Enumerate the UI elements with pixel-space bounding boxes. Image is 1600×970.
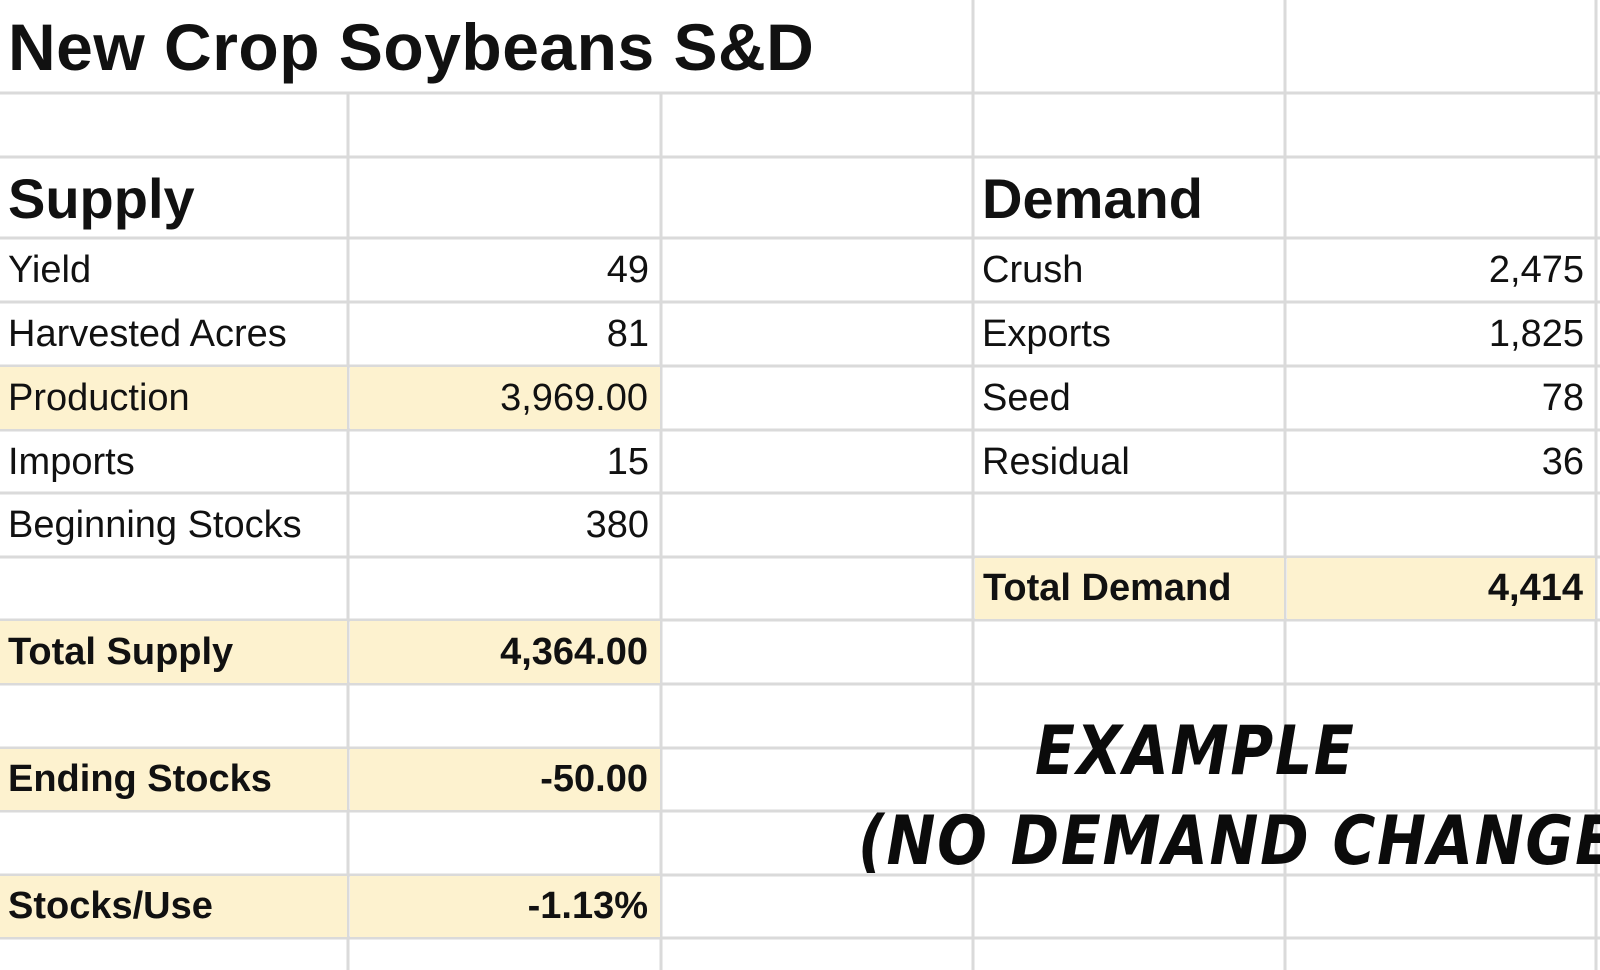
- supply-label-beginning-stocks: Beginning Stocks: [8, 504, 302, 546]
- supply-label-harvested-acres: Harvested Acres: [8, 313, 287, 355]
- no-demand-change-stamp: (NO DEMAND CHANGE): [858, 802, 1600, 881]
- demand-label-crush: Crush: [982, 249, 1084, 291]
- example-stamp: EXAMPLE: [1035, 712, 1356, 791]
- supply-value-production: 3,969.00: [350, 367, 660, 429]
- demand-value-exports: 1,825: [1488, 313, 1584, 355]
- supply-value-yield: 49: [606, 249, 649, 291]
- supply-label-imports: Imports: [8, 440, 135, 483]
- total-demand-value: 4,414: [1287, 558, 1595, 619]
- total-supply-value: 4,364.00: [350, 621, 660, 683]
- total-demand-label: Total Demand: [975, 558, 1284, 619]
- sheet-title: New Crop Soybeans S&D: [8, 9, 815, 84]
- supply-label-yield: Yield: [8, 249, 92, 291]
- stocks-use-value: -1.13%: [350, 876, 660, 937]
- stocks-use-label: Stocks/Use: [0, 876, 347, 937]
- demand-value-crush: 2,475: [1488, 249, 1584, 291]
- supply-value-beginning-stocks: 380: [585, 504, 649, 546]
- demand-value-residual: 36: [1541, 440, 1584, 483]
- supply-value-harvested-acres: 81: [606, 313, 649, 355]
- ending-stocks-value: -50.00: [350, 749, 660, 810]
- demand-value-seed: 78: [1541, 377, 1584, 419]
- demand-label-seed: Seed: [982, 377, 1071, 419]
- total-supply-label: Total Supply: [0, 621, 347, 683]
- demand-label-exports: Exports: [982, 313, 1111, 355]
- demand-label-residual: Residual: [982, 440, 1130, 483]
- supply-value-imports: 15: [606, 440, 649, 483]
- supply-label-production: Production: [0, 367, 347, 429]
- ending-stocks-label: Ending Stocks: [0, 749, 347, 810]
- supply-heading: Supply: [8, 166, 195, 230]
- demand-heading: Demand: [982, 166, 1203, 230]
